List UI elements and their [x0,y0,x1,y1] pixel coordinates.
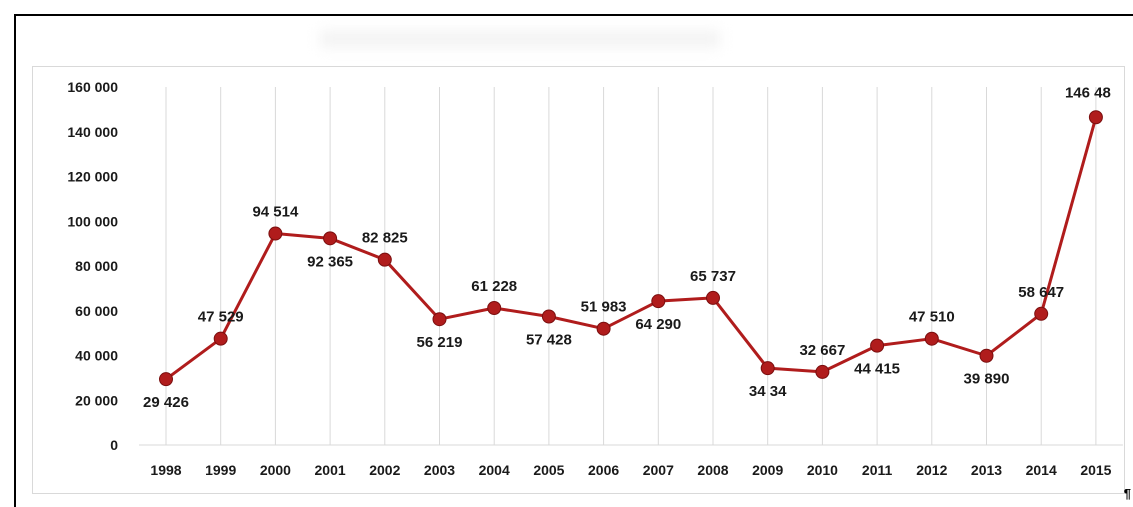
data-point-2015 [1088,110,1103,125]
series-line-layer [165,116,1098,381]
data-point-2002 [377,252,392,267]
x-tick-label: 2015 [1080,462,1111,478]
x-tick-label: 2002 [369,462,400,478]
data-point-2006 [596,321,611,336]
document-frame [14,14,1133,507]
data-label-2008: 65 737 [690,268,736,285]
data-point-2013 [979,348,994,363]
y-tick-label: 100 000 [67,213,118,229]
data-label-2012: 47 510 [909,309,955,326]
y-tick-label: 40 000 [75,348,118,364]
data-point-2001 [323,231,338,246]
x-tick-label: 2001 [315,462,346,478]
data-label-2001: 92 365 [307,253,353,270]
data-label-2011: 44 415 [854,361,900,378]
data-point-2003 [432,312,447,327]
x-tick-label: 2012 [916,462,947,478]
data-point-2010 [815,364,830,379]
x-tick-label: 2008 [697,462,728,478]
data-label-2014: 58 647 [1018,284,1064,301]
data-label-2004: 61 228 [471,278,517,295]
y-axis-ticks: 0 20 000 40 000 60 000 80 000 100 000 120 000 1… [67,79,118,453]
chart-area [32,66,1125,494]
data-point-2014 [1034,306,1049,321]
y-tick-label: 160 000 [67,79,118,95]
data-label-2009: 34 34 [749,383,787,400]
data-point-2005 [541,309,556,324]
data-point-1999 [213,331,228,346]
data-point-1998 [159,372,173,387]
data-label-2000: 94 514 [252,204,299,221]
faded-title-area [320,30,720,48]
y-tick-label: 0 [110,437,118,453]
data-point-2011 [870,338,885,353]
paragraph-mark: ¶ [1123,486,1131,501]
series-line [165,116,1098,381]
x-tick-label: 2000 [260,462,291,478]
data-label-2003: 56 219 [417,334,463,351]
x-tick-label: 2010 [807,462,838,478]
x-tick-label: 2006 [588,462,619,478]
data-label-2002: 82 825 [362,230,408,247]
x-tick-label: 2013 [971,462,1002,478]
data-point-2009 [760,361,775,376]
data-label-2013: 39 890 [964,371,1010,388]
gridlines [139,87,1123,446]
y-tick-label: 80 000 [75,258,118,274]
data-point-2012 [924,331,939,346]
x-tick-label: 2009 [752,462,783,478]
x-tick-label: 1998 [150,462,181,478]
y-tick-label: 120 000 [67,169,118,185]
x-tick-label: 2005 [533,462,564,478]
data-label-1999: 47 529 [198,309,244,326]
x-tick-label: 2011 [862,462,893,478]
data-point-2008 [706,290,720,305]
data-label-2015: 146 48 [1065,84,1111,101]
x-tick-label: 2014 [1026,462,1057,478]
y-tick-label: 140 000 [67,124,118,140]
data-label-2006: 51 983 [581,299,627,316]
data-label-2010: 32 667 [799,342,845,359]
y-tick-label: 60 000 [75,303,118,319]
data-label-2005: 57 428 [526,332,572,349]
data-point-2000 [268,226,283,241]
y-tick-label: 20 000 [75,392,118,408]
x-tick-label: 2007 [643,462,674,478]
data-point-2004 [487,301,502,316]
x-axis-ticks: 1998 1999 2000 2001 2002 2003 2004 2005 2006 2007… [150,462,1111,478]
data-label-1998: 29 426 [143,394,189,411]
series-points [159,110,1103,387]
x-tick-label: 1999 [205,462,236,478]
data-label-2007: 64 290 [635,316,681,333]
x-tick-label: 2003 [424,462,455,478]
data-point-2007 [651,294,666,309]
x-tick-label: 2004 [479,462,510,478]
data-labels: 29 426 47 529 94 514 92 365 82 825 56 219 61 2… [143,84,1111,411]
